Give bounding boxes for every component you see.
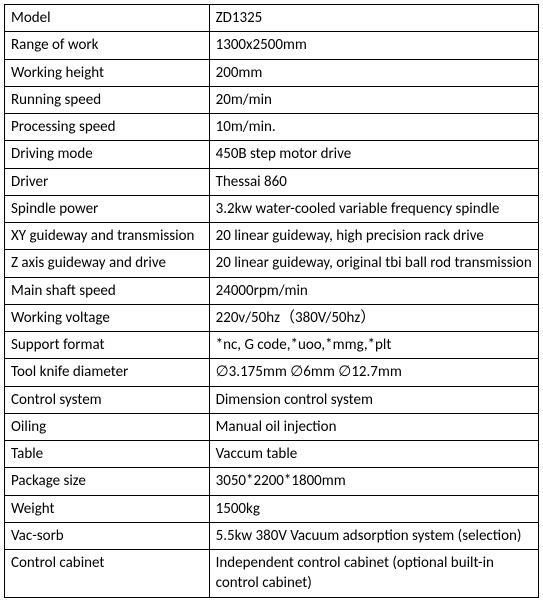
spec-value: 450B step motor drive (209, 141, 538, 168)
spec-label: Oiling (5, 413, 210, 440)
table-row: Main shaft speed24000rpm/min (5, 277, 539, 304)
table-row: Weight1500kg (5, 495, 539, 522)
spec-label: Tool knife diameter (5, 359, 210, 386)
spec-label: Control system (5, 386, 210, 413)
spec-label: Driver (5, 168, 210, 195)
spec-label: Weight (5, 495, 210, 522)
table-row: DriverThessai 860 (5, 168, 539, 195)
spec-value: 5.5kw 380V Vacuum adsorption system (sel… (209, 522, 538, 549)
table-row: Vac-sorb5.5kw 380V Vacuum adsorption sys… (5, 522, 539, 549)
spec-label: Support format (5, 332, 210, 359)
table-row: Spindle power3.2kw water-cooled variable… (5, 195, 539, 222)
table-row: Support format*nc, G code,*uoo,*mmg,*plt (5, 332, 539, 359)
spec-value: 10m/min. (209, 114, 538, 141)
table-row: Working voltage220v/50hz（380V/50hz） (5, 304, 539, 331)
table-row: OilingManual oil injection (5, 413, 539, 440)
spec-label: Working voltage (5, 304, 210, 331)
spec-value: Vaccum table (209, 441, 538, 468)
spec-value: 1300x2500mm (209, 32, 538, 59)
spec-label: Range of work (5, 32, 210, 59)
spec-value: 200mm (209, 59, 538, 86)
table-row: Running speed20m/min (5, 86, 539, 113)
spec-label: Control cabinet (5, 550, 210, 598)
spec-label: Processing speed (5, 114, 210, 141)
spec-label: Package size (5, 468, 210, 495)
spec-value: Manual oil injection (209, 413, 538, 440)
spec-value: 3.2kw water-cooled variable frequency sp… (209, 195, 538, 222)
spec-label: Spindle power (5, 195, 210, 222)
spec-value: Independent control cabinet (optional bu… (209, 550, 538, 598)
spec-value: ZD1325 (209, 5, 538, 32)
spec-table: ModelZD1325Range of work1300x2500mmWorki… (4, 4, 539, 598)
spec-label: Model (5, 5, 210, 32)
spec-value: 1500kg (209, 495, 538, 522)
table-row: Working height200mm (5, 59, 539, 86)
spec-label: Driving mode (5, 141, 210, 168)
table-row: Control systemDimension control system (5, 386, 539, 413)
spec-value: 220v/50hz（380V/50hz） (209, 304, 538, 331)
spec-label: Working height (5, 59, 210, 86)
table-row: XY guideway and transmission20 linear gu… (5, 223, 539, 250)
table-row: Z axis guideway and drive20 linear guide… (5, 250, 539, 277)
spec-value: Thessai 860 (209, 168, 538, 195)
spec-value: 20 linear guideway, original tbi ball ro… (209, 250, 538, 277)
spec-value: 20m/min (209, 86, 538, 113)
table-row: Package size3050*2200*1800mm (5, 468, 539, 495)
spec-label: Vac-sorb (5, 522, 210, 549)
table-row: Driving mode450B step motor drive (5, 141, 539, 168)
spec-value: 20 linear guideway, high precision rack … (209, 223, 538, 250)
spec-label: Running speed (5, 86, 210, 113)
spec-value: 3050*2200*1800mm (209, 468, 538, 495)
table-row: TableVaccum table (5, 441, 539, 468)
spec-label: Z axis guideway and drive (5, 250, 210, 277)
spec-label: Table (5, 441, 210, 468)
spec-value: Dimension control system (209, 386, 538, 413)
table-row: Range of work1300x2500mm (5, 32, 539, 59)
spec-label: Main shaft speed (5, 277, 210, 304)
spec-label: XY guideway and transmission (5, 223, 210, 250)
spec-value: *nc, G code,*uoo,*mmg,*plt (209, 332, 538, 359)
table-row: Tool knife diameter∅3.175mm ∅6mm ∅12.7mm (5, 359, 539, 386)
table-row: Processing speed10m/min. (5, 114, 539, 141)
table-row: Control cabinetIndependent control cabin… (5, 550, 539, 598)
table-row: ModelZD1325 (5, 5, 539, 32)
spec-table-body: ModelZD1325Range of work1300x2500mmWorki… (5, 5, 539, 598)
spec-value: ∅3.175mm ∅6mm ∅12.7mm (209, 359, 538, 386)
spec-value: 24000rpm/min (209, 277, 538, 304)
